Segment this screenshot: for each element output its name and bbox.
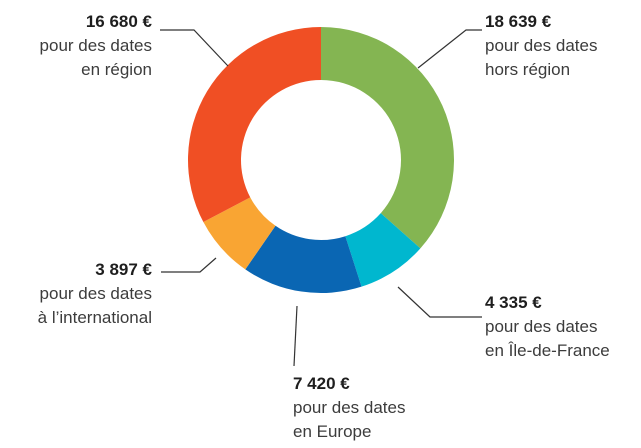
segment-label: 4 335 € pour des dates en Île-de-France: [485, 291, 610, 363]
leader-line: [417, 29, 482, 69]
segment-label: 16 680 € pour des dates en région: [0, 10, 152, 82]
category-label: pour des dates en Europe: [293, 398, 406, 441]
donut-segment: [321, 27, 455, 249]
category-label: pour des dates à l’international: [37, 284, 152, 327]
donut-segment: [345, 213, 421, 287]
category-label: pour des dates en Île-de-France: [485, 317, 610, 360]
segment-label: 3 897 € pour des dates à l’international: [0, 258, 152, 330]
leader-line: [160, 29, 229, 67]
donut-segment: [203, 197, 276, 270]
segment-label: 7 420 € pour des dates en Europe: [293, 372, 405, 444]
value-label: 18 639 €: [485, 12, 552, 31]
donut-segment: [188, 27, 321, 223]
category-label: pour des dates hors région: [485, 36, 598, 79]
value-label: 3 897 €: [95, 260, 152, 279]
leader-line: [397, 286, 482, 318]
value-label: 7 420 €: [293, 374, 350, 393]
value-label: 16 680 €: [85, 12, 152, 31]
leader-line: [161, 257, 217, 273]
donut-segment: [245, 225, 362, 293]
segment-label: 18 639 € pour des dates hors région: [485, 10, 597, 82]
value-label: 4 335 €: [485, 293, 542, 312]
category-label: pour des dates en région: [39, 36, 152, 79]
leader-line: [293, 305, 298, 367]
